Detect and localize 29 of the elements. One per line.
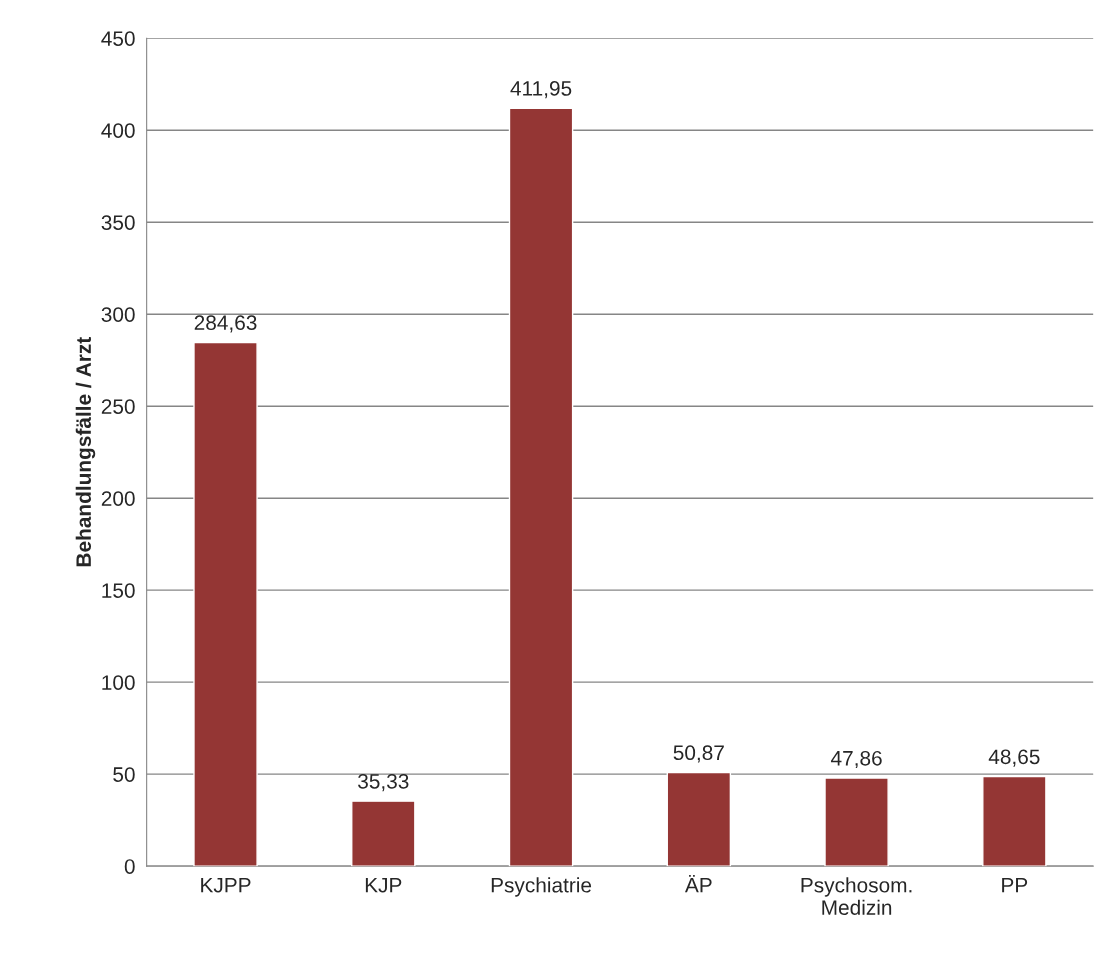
data-label: 411,95 <box>510 81 572 99</box>
data-label: 47,86 <box>831 750 882 769</box>
data-label: 35,33 <box>358 773 409 792</box>
x-tick-label: Psychiatrie <box>491 877 592 897</box>
y-tick-label: 100 <box>102 675 135 690</box>
bar <box>508 107 574 867</box>
data-label: 48,65 <box>988 749 1040 767</box>
bar <box>824 777 889 867</box>
y-tick-label: 300 <box>101 307 135 322</box>
data-label: 50,87 <box>673 745 724 763</box>
x-tick-label: ÄP <box>684 874 712 893</box>
y-tick-label: 250 <box>101 399 135 414</box>
bar <box>351 800 416 867</box>
bar <box>982 775 1047 867</box>
bar <box>666 771 732 867</box>
x-tick-label: PP <box>1002 878 1028 893</box>
data-label: 284,63 <box>194 315 257 333</box>
y-tick-label: 200 <box>101 491 135 506</box>
y-tick-label: 450 <box>101 31 135 46</box>
y-tick-label: 0 <box>124 859 135 874</box>
y-tick-label: 50 <box>113 767 135 782</box>
y-axis-title: Behandlungsfälle / Arzt <box>75 337 96 567</box>
y-tick-label: 150 <box>102 583 135 598</box>
y-tick-label: 350 <box>101 215 135 230</box>
x-tick-label: KJP <box>365 878 402 893</box>
x-tick-label: Psychosom. Medizin <box>801 877 912 915</box>
bar <box>193 341 258 867</box>
x-tick-label: KJPP <box>201 878 251 893</box>
y-tick-label: 400 <box>101 123 135 138</box>
